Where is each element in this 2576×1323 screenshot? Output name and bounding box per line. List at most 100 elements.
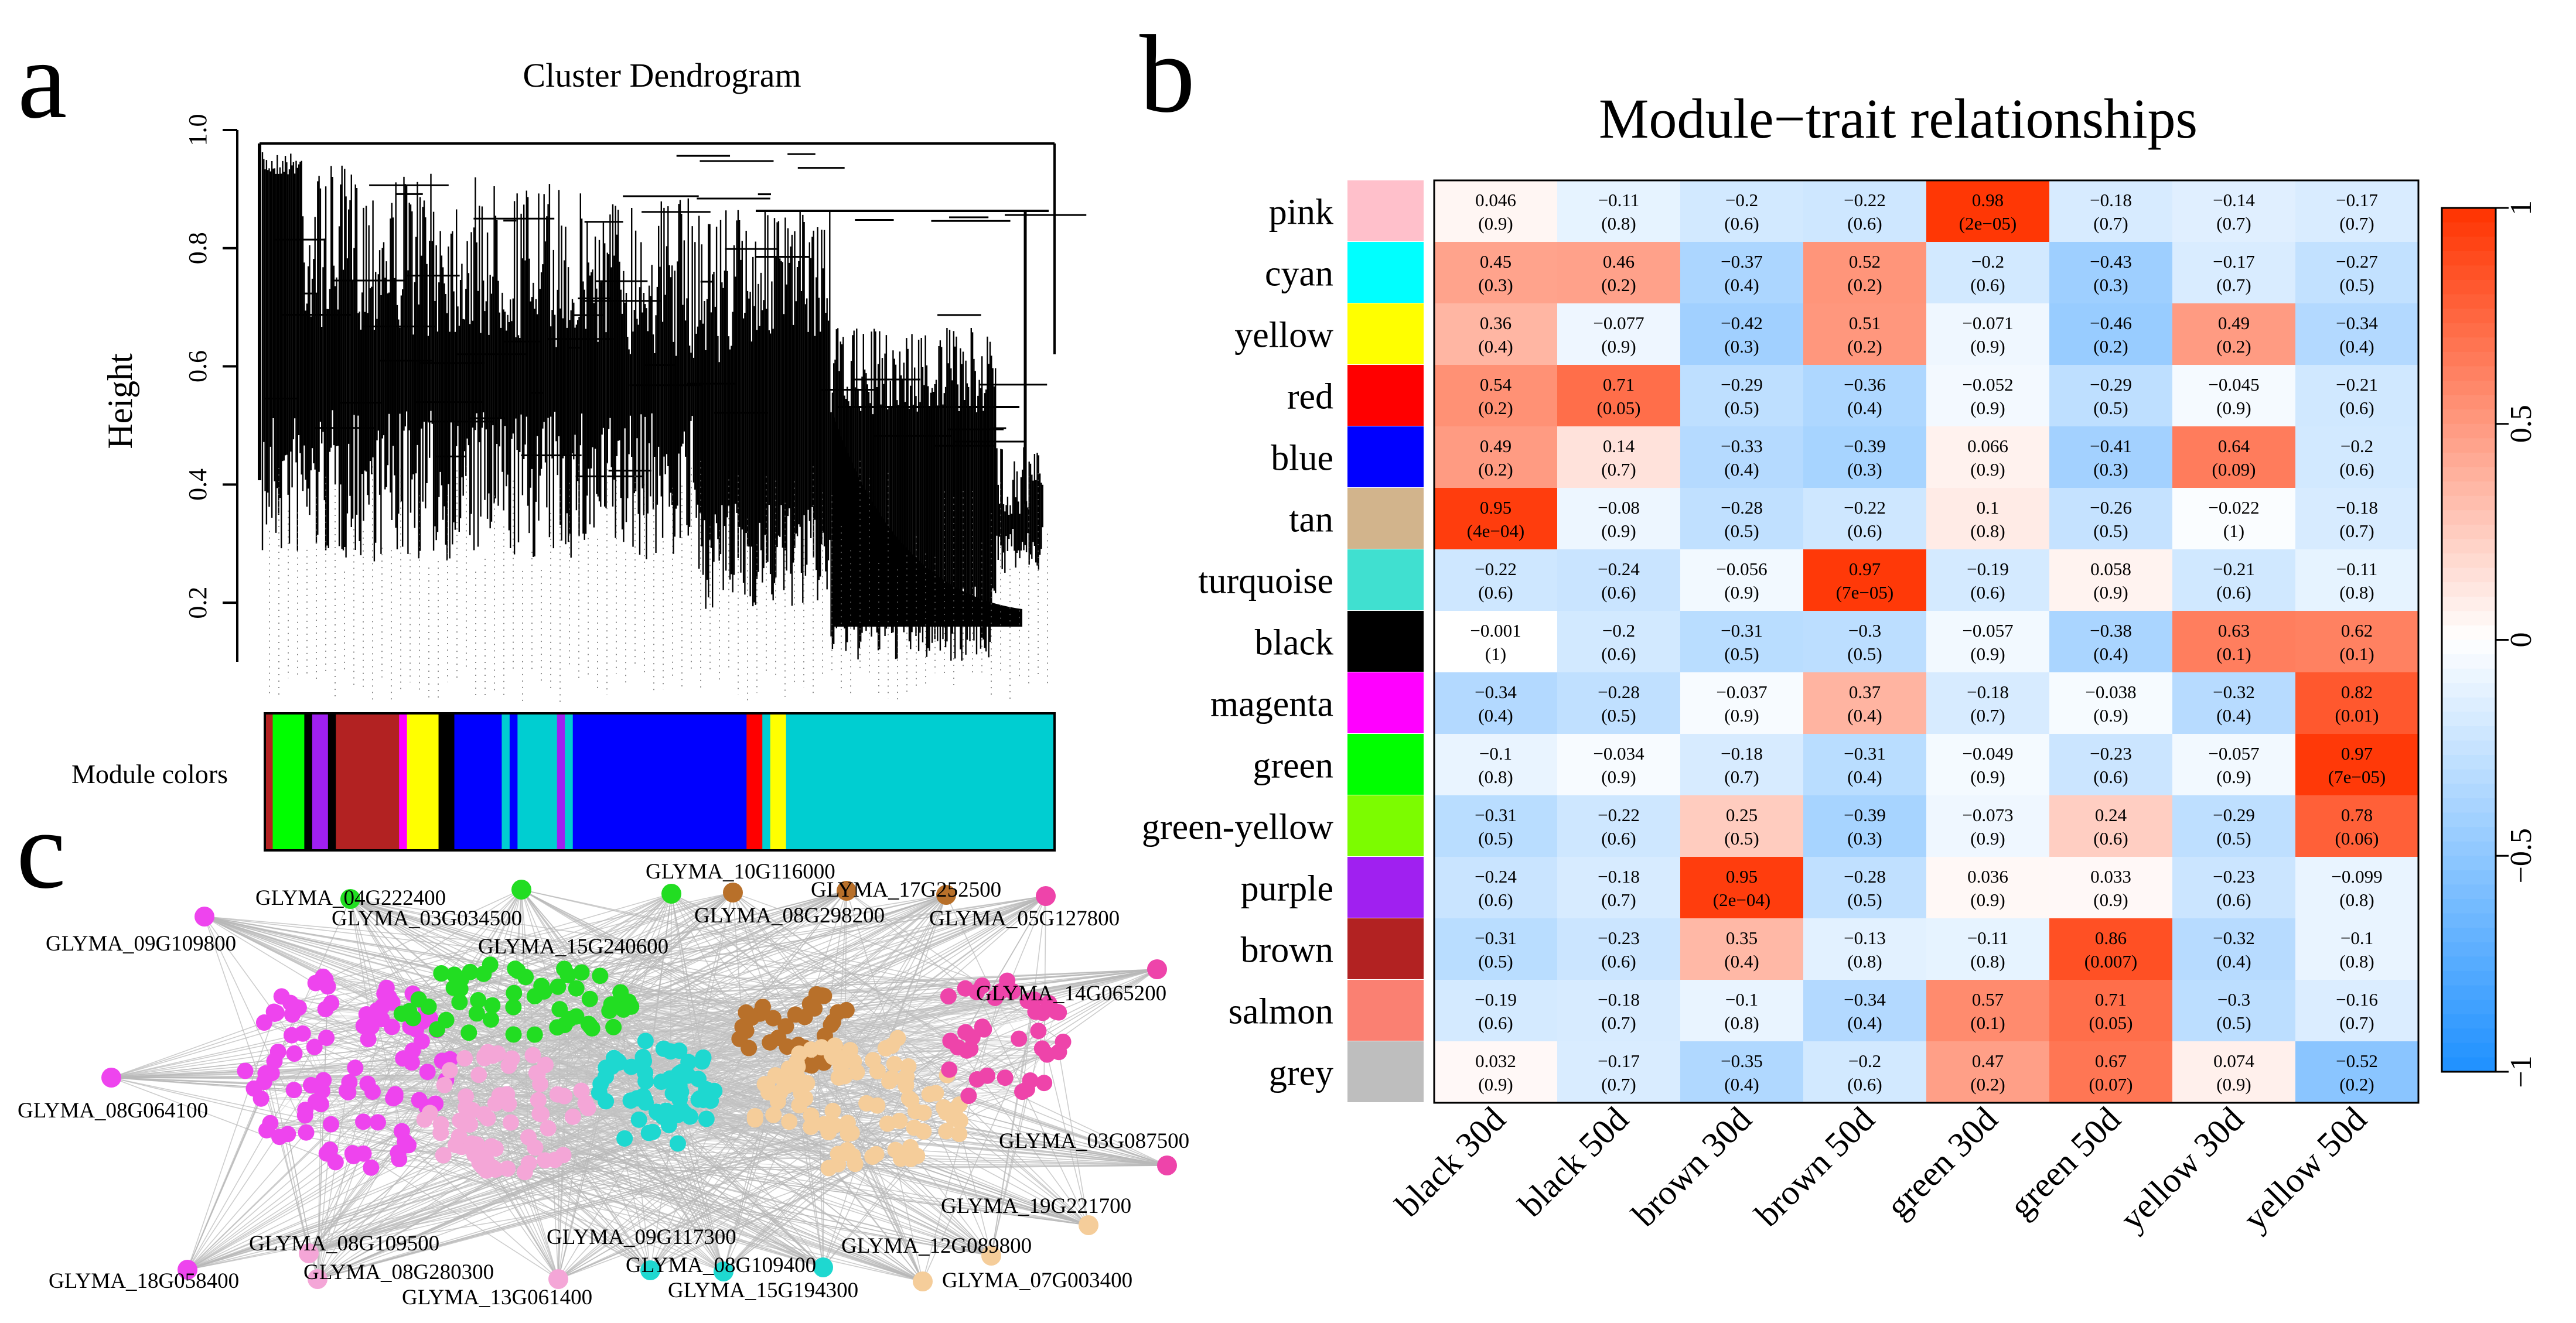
cell-pvalue: (0.4) [1478,336,1513,357]
network-edge [398,1152,724,1272]
heatmap-cell [1803,488,1927,550]
network-node [655,1040,672,1057]
cell-pvalue: (0.6) [1601,951,1636,972]
cell-pvalue: (0.6) [2339,398,2374,418]
network-node [556,1088,573,1105]
cell-value: −0.037 [1716,682,1767,702]
network-edge [454,974,1008,982]
cell-pvalue: (0.4) [1724,1074,1759,1095]
heatmap-cell [1680,488,1804,550]
colorbar-tick-label: 1 [2505,200,2538,216]
network-edge [625,1138,678,1144]
network-node [317,971,334,988]
cell-value: 0.37 [1849,682,1881,702]
network-node [460,1024,477,1041]
cell-pvalue: (0.07) [2089,1074,2133,1095]
network-edge [528,1137,1089,1226]
colorbar-step [2442,309,2496,324]
network-node [826,1037,843,1054]
cell-value: 0.57 [1972,989,2004,1010]
cell-pvalue: (0.2) [1478,459,1513,480]
heatmap-cell [2172,795,2296,857]
colorbar-step [2442,668,2496,684]
cell-value: −0.18 [2336,497,2378,518]
network-edge [915,969,1158,1112]
network-node [731,1030,748,1047]
cell-pvalue: (0.7) [2216,275,2251,295]
module-color-segment [786,713,1055,850]
network-edge [187,1122,378,1270]
cell-value: −0.34 [2336,313,2378,333]
cell-pvalue: (0.9) [2216,1074,2251,1095]
network-node [476,1106,493,1123]
network-node [355,1017,372,1034]
cell-value: −0.23 [2090,743,2132,764]
network-node [355,1113,372,1130]
network-edge [187,1110,473,1270]
row-label: black [1255,623,1333,663]
network-node [938,1123,955,1140]
network-edge [315,892,733,984]
colorbar-step [2442,870,2496,886]
colorbar-step [2442,928,2496,943]
hub-label: GLYMA_18G058400 [49,1269,239,1293]
cell-pvalue: (0.7) [2093,213,2128,234]
heatmap-cell [1926,549,2050,611]
module-swatch [1347,918,1424,979]
module-swatches [1347,180,1424,1102]
cell-value: −0.17 [1598,1051,1640,1071]
cell-value: −0.22 [1844,190,1886,210]
colorbar-step [2442,1057,2496,1072]
hub-nodes [101,880,1177,1291]
module-swatch [1347,857,1424,918]
network-edge [187,1005,493,1270]
heatmap-cell [2295,734,2419,796]
hub-node [640,1260,660,1280]
heatmap-cell [1926,365,2050,427]
cell-pvalue: (0.2) [2216,336,2251,357]
cell-value: −0.28 [1721,497,1763,518]
heatmap-cell [1557,734,1681,796]
cell-pvalue: (0.5) [1847,644,1882,664]
module-color-segment [501,713,510,850]
cell-pvalue: (0.5) [2339,275,2374,295]
cell-pvalue: (0.6) [1478,1013,1513,1033]
hub-node [1079,1215,1098,1235]
cell-value: −0.27 [2336,251,2378,272]
module-swatch [1347,672,1424,733]
colorbar: 1 0.5 0 −0.5 −1 [2441,200,2538,1088]
network-edge [528,1163,651,1271]
network-edge [947,1075,1168,1166]
network-edge [276,1012,619,1063]
network-edge [204,916,982,986]
colorbar-step [2442,827,2496,842]
heatmap-cell [1557,242,1681,304]
row-label: brown [1241,931,1333,970]
network-edge [382,1006,428,1072]
cell-pvalue: (0.9) [2216,767,2251,787]
heatmap-cell [1803,180,1927,242]
module-color-strip [265,713,1055,850]
heatmap-cell [1803,426,1927,488]
cell-pvalue: (0.9) [1601,336,1636,357]
network-node [483,1138,500,1155]
network-node [269,1043,286,1060]
colorbar-step [2442,279,2496,295]
network-node [957,1024,974,1041]
network-node [640,1124,657,1141]
network-edge [399,1144,456,1160]
cell-value: −0.28 [1844,866,1886,887]
y-tick-label: 0.8 [183,232,212,264]
network-edge [846,1010,1042,1049]
network-node [765,1010,782,1027]
heatmap-cell [1434,672,1558,734]
cell-pvalue: (0.007) [2084,951,2137,972]
network-node [499,1160,516,1177]
heatmap-cell [1434,303,1558,365]
network-node [498,1086,515,1103]
network-edge [462,1146,848,1151]
heatmap-cell [1680,242,1804,304]
cell-value: −0.36 [1844,374,1886,395]
network-node [286,1045,303,1062]
network-edge [204,916,779,1038]
